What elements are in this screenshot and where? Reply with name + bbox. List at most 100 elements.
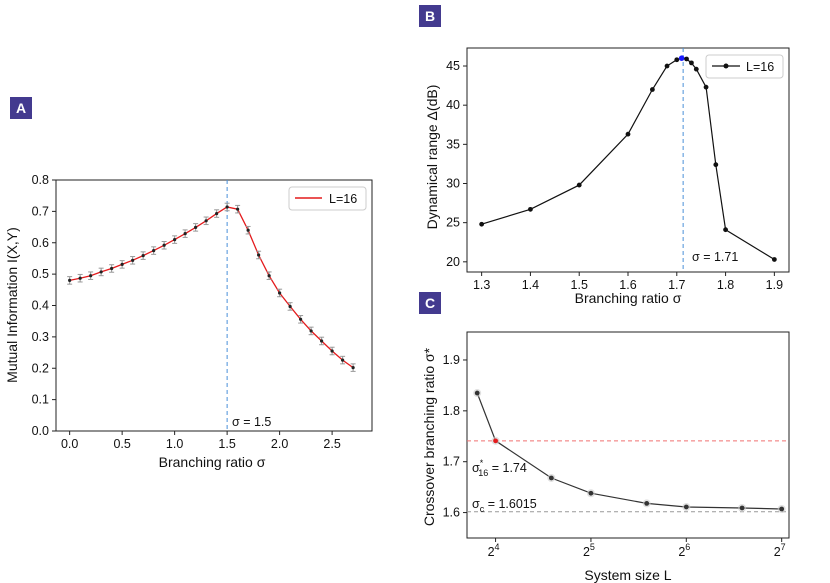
panel-a-legend-box: [288, 186, 367, 211]
panel-b-data-point: [625, 131, 631, 137]
panel-b: B 1.3 1.4 1.5 1.6 1.7 1.8 1.9 20 25 30 35 40 45 Bran…: [419, 5, 790, 306]
panel-a-y-tick-label: 0.5: [32, 267, 49, 281]
panel-b-series-line: [481, 57, 775, 261]
panel-a-y-tick-label: 0.3: [32, 330, 49, 344]
panel-b-x-tick-label: 1.8: [717, 278, 734, 292]
panel-c-data-point: [588, 490, 594, 496]
panel-a-x-tick-label: 2.0: [271, 437, 288, 451]
panel-b-x-tick-label: 1.7: [668, 278, 685, 292]
panel-c-y-tick-label: 1.6: [443, 506, 460, 520]
panel-b-data-point: [664, 63, 670, 69]
panel-b-x-tick-label: 1.9: [766, 278, 783, 292]
panel-c-axes: 24 25 26 271.61.71.81.9: [443, 331, 790, 559]
panel-c-badge-label: C: [425, 295, 435, 311]
panel-a-data-point: [110, 266, 114, 271]
panel-a-data-point: [309, 329, 313, 333]
panel-c-y-tick-label: 1.8: [443, 404, 460, 418]
panel-c-x-tick-label: 24: [488, 542, 500, 559]
panel-a-y-tick-label: 0.8: [32, 173, 49, 187]
panel-c-x-tick-label: 25: [583, 542, 595, 559]
panel-c-data-point: [644, 501, 650, 506]
panel-b-y-tick-label: 45: [446, 59, 460, 73]
panel-c-x-tick-label: 27: [774, 542, 786, 559]
panel-a-legend-label: L=16: [329, 192, 357, 206]
panel-a-data-point: [194, 225, 198, 229]
panel-b-peak-point: [678, 55, 685, 61]
panel-c-x-tick-exponent: 7: [781, 542, 786, 552]
panel-c: C 24 25 26 271.61.71.81.9 System size L Cro…: [419, 292, 790, 583]
panel-c-critical-annotation-value: = 1.6015: [484, 497, 537, 511]
panel-c-plot-area: [467, 389, 789, 514]
panel-c-y-axis-label: Crossover branching ratio σ*: [421, 347, 437, 526]
panel-c-x-tick-base: 2: [774, 545, 781, 559]
panel-c-series-line: [476, 392, 782, 510]
panel-b-legend-label: L=16: [746, 60, 774, 74]
panel-a-data-point: [99, 270, 103, 274]
panel-b-data-point: [689, 60, 694, 66]
panel-c-critical-annotation: σc = 1.6015: [472, 497, 537, 514]
panel-a-data-point: [183, 232, 187, 236]
panel-b-x-tick-label: 1.5: [571, 278, 588, 292]
panel-b-badge: [419, 5, 441, 27]
panel-a-legend: L=16: [288, 186, 367, 211]
panel-c-x-tick-base: 2: [583, 545, 590, 559]
panel-b-data-point: [674, 57, 680, 63]
panel-b-data-point: [649, 87, 655, 92]
panel-c-crossover-annotation-symbol: σ: [472, 461, 480, 475]
panel-a-x-tick-label: 0.5: [113, 437, 130, 451]
panel-b-data-point: [771, 257, 777, 262]
panel-c-x-tick-base: 2: [678, 545, 685, 559]
panel-c-highlight-point: [493, 438, 498, 444]
panel-a-y-tick-label: 0.4: [32, 299, 49, 313]
panel-a: A 0.0 0.5 1.0 1.5 2.0 2.50.00.10.20.30.40.50.…: [4, 97, 373, 470]
panel-a-data-point: [246, 228, 250, 232]
panel-a-x-tick-label: 1.5: [218, 437, 235, 451]
panel-a-x-tick-label: 1.0: [166, 437, 183, 451]
panel-b-data-point: [693, 66, 699, 72]
panel-c-data-point: [548, 475, 554, 481]
panel-a-data-point: [278, 291, 282, 295]
panel-c-crossover-annotation-sup: *: [480, 458, 484, 468]
panel-a-data-point: [225, 205, 229, 209]
panel-c-data-point: [474, 390, 480, 396]
panel-b-y-tick-label: 35: [446, 137, 460, 151]
panel-c-x-tick-exponent: 5: [590, 542, 595, 552]
panel-b-y-tick-label: 40: [446, 98, 460, 112]
panel-a-data-point: [351, 366, 355, 370]
panel-c-x-axis-label: System size L: [584, 567, 671, 583]
panel-b-data-point: [703, 84, 709, 90]
panel-a-data-point: [89, 274, 93, 278]
panel-a-data-point: [120, 262, 124, 266]
panel-a-data-point: [341, 358, 345, 362]
panel-c-critical-annotation-symbol: σ: [472, 497, 480, 511]
panel-a-data-point: [330, 349, 334, 353]
panel-c-data-point: [683, 504, 689, 510]
panel-b-x-tick-label: 1.4: [522, 278, 539, 292]
panel-a-data-point: [236, 207, 240, 211]
panel-a-x-axis-label: Branching ratio σ: [159, 454, 266, 470]
panel-b-y-axis-label: Dynamical range Δ(dB): [424, 85, 440, 230]
panel-b-data-point: [528, 206, 533, 212]
panel-b-legend: L=16: [705, 54, 784, 79]
panel-c-y-tick-label: 1.7: [443, 455, 460, 469]
panel-b-data-point: [684, 56, 689, 62]
panel-a-data-point: [131, 258, 135, 262]
panel-a-x-tick-label: 2.5: [323, 437, 340, 451]
panel-a-data-point: [215, 211, 219, 216]
panel-a-y-tick-label: 0.0: [32, 424, 49, 438]
panel-c-critical-annotation-sub: c: [480, 504, 485, 514]
panel-b-axes: 1.3 1.4 1.5 1.6 1.7 1.8 1.9 20 25 30 35 40 45: [446, 47, 790, 292]
panel-c-data-point: [779, 506, 785, 512]
panel-c-crossover-annotation: σ* 16 = 1.74: [472, 458, 527, 478]
panel-b-x-tick-label: 1.3: [473, 278, 490, 292]
panel-a-y-axis-label: Mutual Information I(X,Y): [4, 227, 20, 383]
panel-a-y-tick-label: 0.1: [32, 393, 49, 407]
panel-b-vline-label: σ = 1.71: [692, 250, 738, 264]
panel-c-frame: [466, 331, 790, 539]
panel-c-x-tick-exponent: 6: [685, 542, 690, 552]
panel-a-vline-label: σ = 1.5: [232, 415, 271, 429]
panel-b-data-point: [576, 182, 582, 188]
panel-c-badge: [419, 292, 441, 314]
panel-c-crossover-annotation-sub: 16: [478, 468, 488, 478]
